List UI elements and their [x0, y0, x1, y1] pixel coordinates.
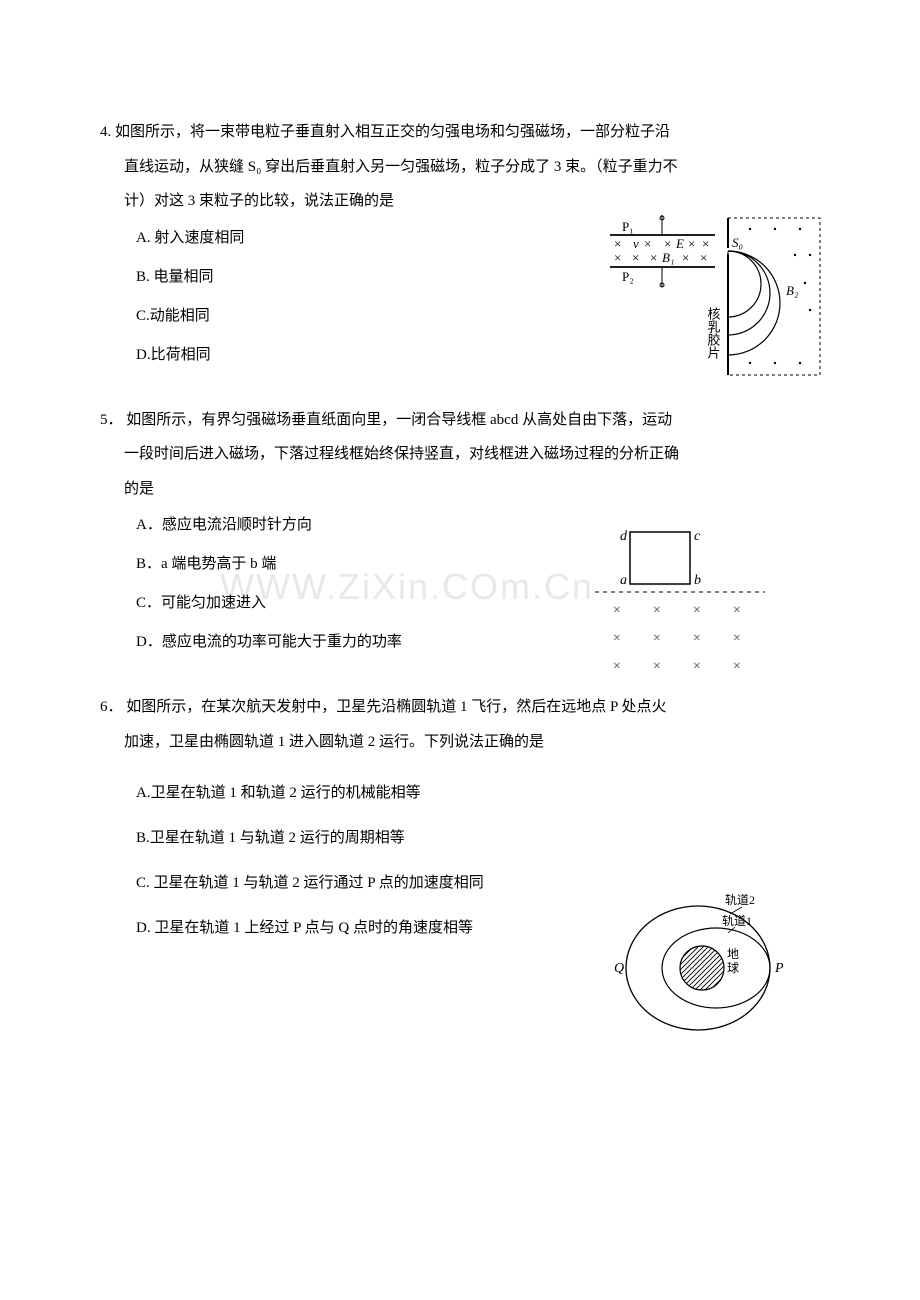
q5-choice-c: C．可能匀加速进入	[136, 584, 830, 623]
q4-choice-c: C.动能相同	[136, 297, 830, 336]
q4-choice-a: A. 射入速度相同	[136, 219, 830, 258]
q4-number: 4.	[100, 124, 111, 140]
q5-number: 5．	[100, 412, 123, 428]
q6-number: 6．	[100, 699, 123, 715]
q5-head: 如图所示，有界匀强磁场垂直纸面向里，一闭合导线框 abcd 从高处自由下落，运动	[126, 412, 672, 428]
q6-choices: A.卫星在轨道 1 和轨道 2 运行的机械能相等 B.卫星在轨道 1 与轨道 2…	[100, 771, 830, 951]
q4-choices: A. 射入速度相同 B. 电量相同 C.动能相同 D.比荷相同	[100, 219, 830, 375]
question-6: 6． 如图所示，在某次航天发射中，卫星先沿椭圆轨道 1 飞行，然后在远地点 P …	[100, 690, 830, 951]
question-4: 4. 如图所示，将一束带电粒子垂直射入相互正交的匀强电场和匀强磁场，一部分粒子沿…	[100, 115, 830, 375]
q5-choice-d: D．感应电流的功率可能大于重力的功率	[136, 623, 830, 662]
q4-line1: 4. 如图所示，将一束带电粒子垂直射入相互正交的匀强电场和匀强磁场，一部分粒子沿	[100, 115, 830, 150]
q5-choice-a: A．感应电流沿顺时针方向	[136, 506, 830, 545]
q4-line2: 直线运动，从狭缝 S₀ 穿出后垂直射入另一匀强磁场，粒子分成了 3 束。（粒子重…	[100, 150, 830, 185]
q5-choices: A．感应电流沿顺时针方向 B．a 端电势高于 b 端 C．可能匀加速进入 D．感…	[100, 506, 830, 662]
q6-line2: 加速，卫星由椭圆轨道 1 进入圆轨道 2 运行。下列说法正确的是	[100, 725, 830, 760]
q6-line1: 6． 如图所示，在某次航天发射中，卫星先沿椭圆轨道 1 飞行，然后在远地点 P …	[100, 690, 830, 725]
q6-label-q: Q	[614, 961, 624, 976]
q4-choice-b: B. 电量相同	[136, 258, 830, 297]
q4-head: 如图所示，将一束带电粒子垂直射入相互正交的匀强电场和匀强磁场，一部分粒子沿	[115, 124, 670, 140]
question-5: 5． 如图所示，有界匀强磁场垂直纸面向里，一闭合导线框 abcd 从高处自由下落…	[100, 403, 830, 663]
q5-line2: 一段时间后进入磁场，下落过程线框始终保持竖直，对线框进入磁场过程的分析正确	[100, 437, 830, 472]
q6-label-p: P	[774, 961, 784, 976]
q5-line3: 的是	[100, 472, 830, 507]
q6-choice-a: A.卫星在轨道 1 和轨道 2 运行的机械能相等	[136, 771, 830, 816]
q6-choice-d: D. 卫星在轨道 1 上经过 P 点与 Q 点时的角速度相等	[136, 906, 830, 951]
q6-choice-c: C. 卫星在轨道 1 与轨道 2 运行通过 P 点的加速度相同	[136, 861, 830, 906]
q4-line3: 计）对这 3 束粒子的比较，说法正确的是	[100, 184, 830, 219]
q6-label-earth2: 球	[727, 961, 739, 975]
q6-choice-b: B.卫星在轨道 1 与轨道 2 运行的周期相等	[136, 816, 830, 861]
q5-line1: 5． 如图所示，有界匀强磁场垂直纸面向里，一闭合导线框 abcd 从高处自由下落…	[100, 403, 830, 438]
page-content: 4. 如图所示，将一束带电粒子垂直射入相互正交的匀强电场和匀强磁场，一部分粒子沿…	[100, 115, 830, 951]
q6-head: 如图所示，在某次航天发射中，卫星先沿椭圆轨道 1 飞行，然后在远地点 P 处点火	[126, 699, 666, 715]
q5-choice-b: B．a 端电势高于 b 端	[136, 545, 830, 584]
q4-choice-d: D.比荷相同	[136, 336, 830, 375]
